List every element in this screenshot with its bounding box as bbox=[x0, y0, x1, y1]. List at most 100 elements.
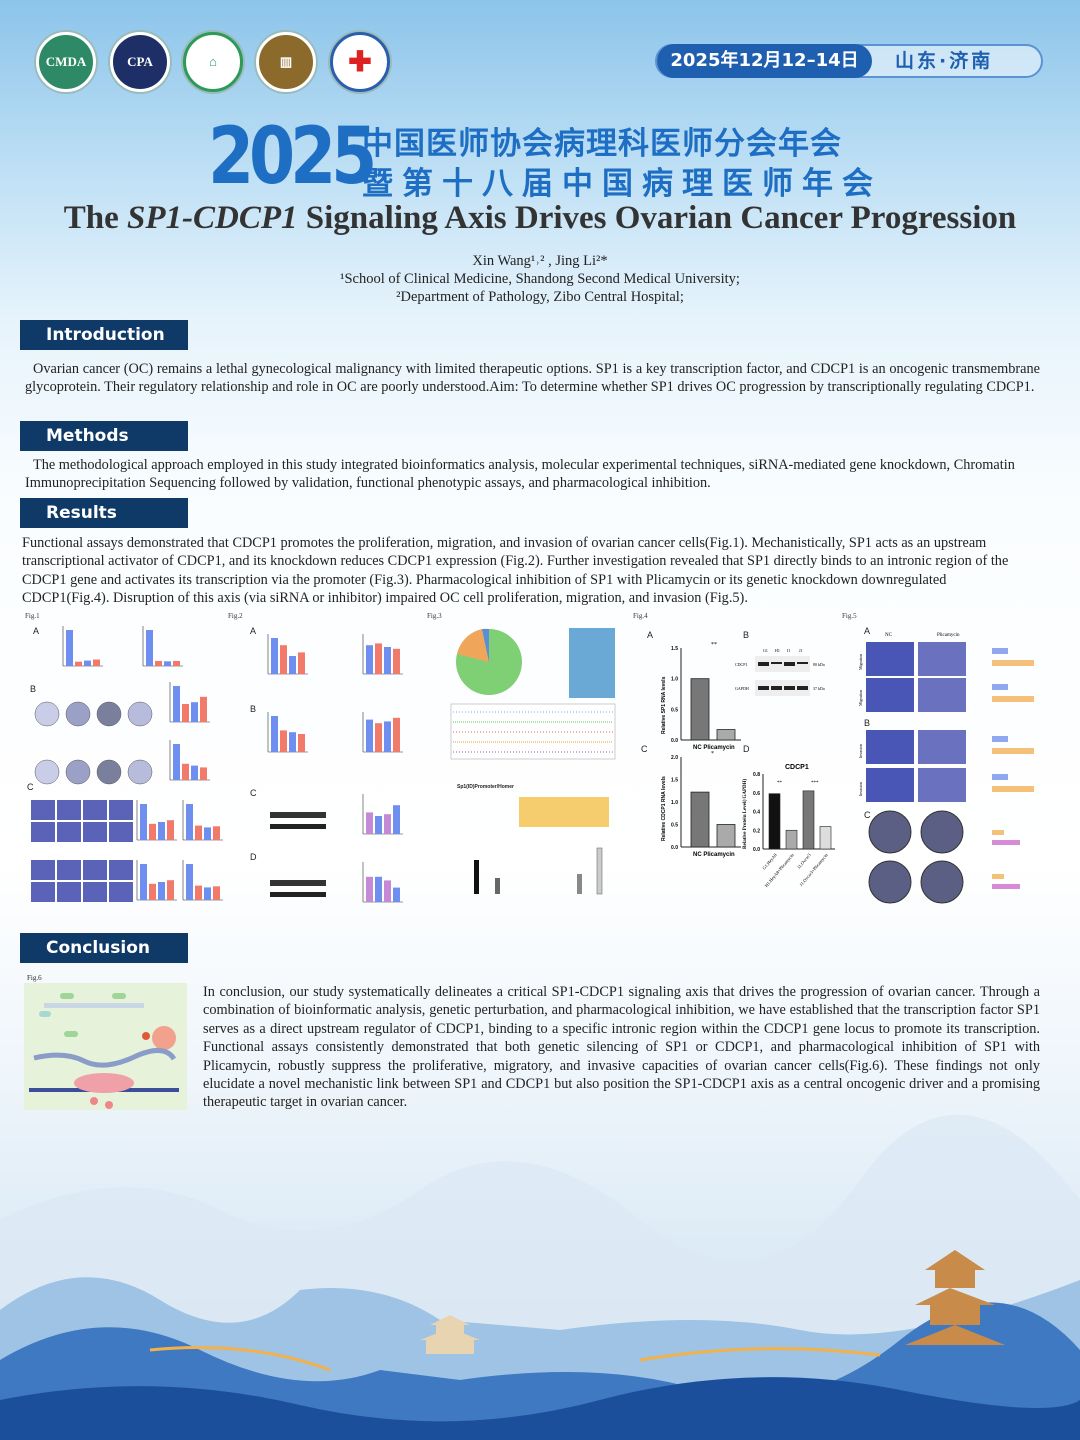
western-blot-band bbox=[270, 892, 326, 897]
red-cross-logo: ✚ bbox=[330, 32, 390, 92]
bar bbox=[182, 763, 189, 780]
conference-date-banner: 2025年12月12–14日 山东·济南 bbox=[655, 44, 1043, 78]
authors: Xin Wang¹˒² , Jing Li²* bbox=[472, 253, 608, 269]
bar bbox=[289, 656, 296, 674]
bar bbox=[271, 716, 278, 752]
bar bbox=[173, 744, 180, 780]
bar bbox=[393, 648, 400, 674]
affiliation-2: ²Department of Pathology, Zibo Central H… bbox=[396, 289, 684, 305]
bar bbox=[280, 645, 287, 674]
transwell-image bbox=[866, 678, 914, 712]
bar bbox=[204, 887, 211, 900]
methods-text: The methodological approach employed in … bbox=[25, 457, 1015, 492]
y-tick-label: 0.5 bbox=[671, 823, 678, 829]
lane-label: I1 bbox=[787, 648, 790, 653]
title-part: The bbox=[63, 200, 128, 236]
transwell-image bbox=[83, 822, 107, 842]
university-logo: ⌂ bbox=[183, 32, 243, 92]
western-blot-band bbox=[758, 662, 769, 666]
panel-letter: C bbox=[641, 744, 648, 754]
panel-letter: C bbox=[864, 810, 871, 820]
western-blot-band bbox=[270, 824, 326, 829]
cmda-logo: CMDA bbox=[36, 32, 96, 92]
western-blot-band bbox=[270, 812, 326, 818]
bar bbox=[596, 847, 603, 895]
bar bbox=[992, 830, 1004, 835]
bar bbox=[213, 826, 220, 840]
bar bbox=[213, 886, 220, 900]
bar bbox=[289, 732, 296, 752]
results-text: Functional assays demonstrated that CDCP… bbox=[22, 535, 1009, 607]
y-tick-label: 0.0 bbox=[671, 845, 678, 851]
panel-letter: B bbox=[743, 630, 750, 640]
bar bbox=[992, 696, 1034, 702]
significance-mark: *** bbox=[811, 781, 819, 786]
bar bbox=[200, 767, 207, 780]
bar bbox=[992, 684, 1008, 690]
figure-label: Fig.3 bbox=[427, 612, 442, 620]
transwell-image bbox=[109, 822, 133, 842]
significance-mark: ** bbox=[777, 781, 783, 786]
western-blot-band bbox=[784, 662, 795, 666]
bar bbox=[167, 880, 174, 900]
bar bbox=[366, 719, 373, 752]
bar bbox=[384, 814, 391, 834]
bar bbox=[992, 874, 1004, 879]
bar bbox=[375, 723, 382, 752]
figure-3: Fig.3 Sp1(ID)Promoter/Homer bbox=[427, 612, 630, 912]
lane-label: G1 bbox=[763, 648, 768, 653]
panel-letter: C bbox=[27, 782, 34, 792]
bar bbox=[375, 876, 382, 902]
bar bbox=[149, 883, 156, 900]
bar bbox=[204, 827, 211, 840]
conference-date: 2025年12月12–14日 bbox=[657, 44, 872, 78]
y-tick-label: 1.0 bbox=[671, 800, 678, 806]
pagoda-icon bbox=[905, 1250, 1005, 1345]
bar bbox=[716, 729, 736, 741]
band-size: 37 kDa bbox=[813, 686, 825, 691]
transwell-image bbox=[918, 768, 966, 802]
western-blot-band bbox=[771, 662, 782, 664]
figure-label: Fig.1 bbox=[25, 612, 40, 620]
bar bbox=[280, 730, 287, 752]
bar bbox=[992, 840, 1020, 845]
introduction-text: Ovarian cancer (OC) remains a lethal gyn… bbox=[25, 361, 1040, 396]
figure-graphics: NC Plicamycin Migration Migration Invasion In… bbox=[858, 633, 1034, 904]
motif-title: Sp1(ID)Promoter/Homer bbox=[457, 784, 514, 790]
x-axis-label: NC Plicamycin bbox=[693, 852, 735, 858]
bar bbox=[393, 717, 400, 752]
figure-label: Fig.4 bbox=[633, 612, 648, 620]
figure-graphics bbox=[267, 634, 403, 903]
bar bbox=[158, 822, 165, 840]
x-axis-label: NC Plicamycin bbox=[693, 745, 735, 751]
figure-label: Fig.2 bbox=[228, 612, 243, 620]
track-lines bbox=[453, 711, 613, 753]
bar bbox=[140, 804, 147, 840]
title-gene: SP1-CDCP1 bbox=[127, 200, 298, 236]
bar bbox=[819, 826, 832, 850]
y-axis-label: Relative SP1 RNA levels bbox=[661, 676, 667, 734]
pie-slice bbox=[482, 628, 489, 662]
panel-letter: B bbox=[864, 718, 871, 728]
panel-letter: A bbox=[864, 626, 871, 636]
colony-dish bbox=[127, 759, 153, 785]
sequence-motif-logo bbox=[519, 797, 609, 827]
figure-graphics: 0.0 0.5 1.0 1.5 Relative SP1 RNA levels NC Pl… bbox=[661, 642, 835, 888]
bar bbox=[186, 804, 193, 840]
conference-year: 2025 bbox=[208, 112, 377, 202]
bar bbox=[768, 793, 781, 850]
bar bbox=[992, 660, 1034, 666]
bar bbox=[992, 786, 1034, 792]
x-tick-label: G1.HeyA8 bbox=[761, 852, 778, 871]
bar bbox=[393, 887, 400, 902]
western-blot-band bbox=[758, 686, 769, 690]
chip-seq-tracks bbox=[450, 703, 616, 760]
transwell-image bbox=[866, 768, 914, 802]
western-blot-band bbox=[270, 880, 326, 886]
y-tick-label: 0.2 bbox=[753, 828, 760, 834]
bar bbox=[195, 825, 202, 840]
methods-heading: Methods bbox=[20, 421, 188, 451]
y-axis-label: Relative Protein Level(/GAPDH) bbox=[743, 778, 748, 849]
bar bbox=[146, 630, 153, 666]
panel-letter: B bbox=[30, 684, 37, 694]
